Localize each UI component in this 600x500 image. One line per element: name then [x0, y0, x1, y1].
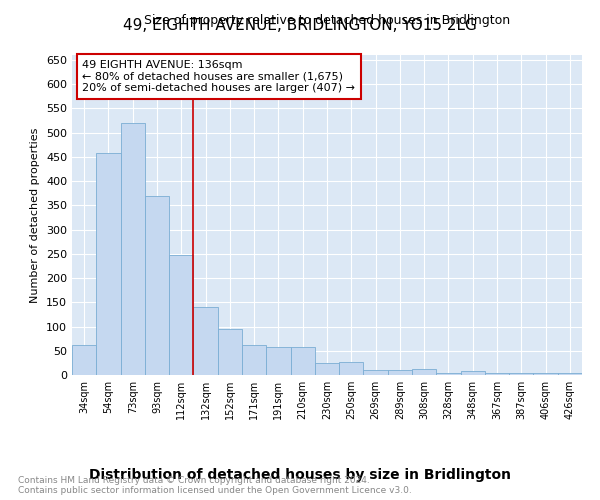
Text: Distribution of detached houses by size in Bridlington: Distribution of detached houses by size … [89, 468, 511, 481]
Bar [218, 329, 242, 375]
Bar [558, 372, 582, 375]
Text: 49, EIGHTH AVENUE, BRIDLINGTON, YO15 2LG: 49, EIGHTH AVENUE, BRIDLINGTON, YO15 2LG [123, 18, 477, 32]
Bar [242, 345, 266, 375]
Bar [266, 347, 290, 375]
Bar [533, 372, 558, 375]
Bar [339, 362, 364, 375]
Bar [145, 196, 169, 375]
Bar [436, 372, 461, 375]
Bar [412, 369, 436, 375]
Bar [72, 345, 96, 375]
Title: Size of property relative to detached houses in Bridlington: Size of property relative to detached ho… [144, 14, 510, 28]
Bar [315, 363, 339, 375]
Bar [169, 255, 193, 375]
Bar [193, 307, 218, 375]
Bar [485, 372, 509, 375]
Bar [364, 370, 388, 375]
Bar [121, 123, 145, 375]
Bar [96, 153, 121, 375]
Bar [509, 372, 533, 375]
Text: Contains HM Land Registry data © Crown copyright and database right 2024.
Contai: Contains HM Land Registry data © Crown c… [18, 476, 412, 495]
Bar [388, 370, 412, 375]
Bar [461, 371, 485, 375]
Bar [290, 348, 315, 375]
Y-axis label: Number of detached properties: Number of detached properties [31, 128, 40, 302]
Text: 49 EIGHTH AVENUE: 136sqm
← 80% of detached houses are smaller (1,675)
20% of sem: 49 EIGHTH AVENUE: 136sqm ← 80% of detach… [82, 60, 355, 93]
